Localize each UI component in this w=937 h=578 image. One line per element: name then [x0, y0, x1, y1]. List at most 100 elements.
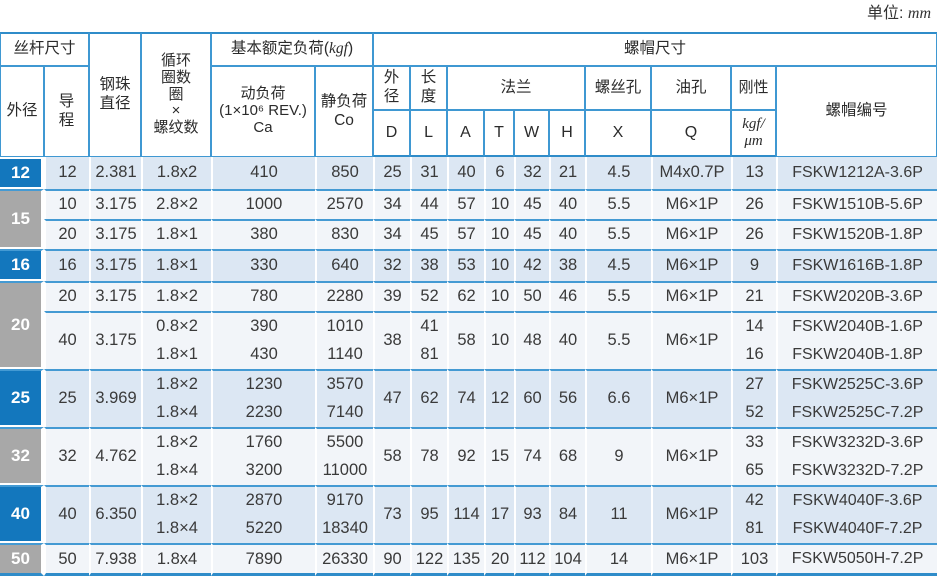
- data-cell: 850: [315, 157, 374, 190]
- row-label: 40: [0, 485, 44, 544]
- data-cell: 18340: [315, 515, 374, 544]
- header-ball-diameter: 钢珠 直径: [89, 32, 142, 157]
- header-col-a: A: [447, 110, 485, 157]
- data-cell: 40: [549, 189, 586, 220]
- data-cell: FSKW2040B-1.8P: [776, 341, 937, 370]
- data-cell: 3.175: [89, 189, 142, 220]
- data-cell: 92: [447, 427, 485, 486]
- table-row: 50 50 7.938 1.8x4 7890 26330 90 122 135 20 112 104 1…: [0, 543, 937, 577]
- data-cell: 57: [447, 189, 485, 220]
- header-rigidity: 刚性: [731, 66, 777, 110]
- data-cell: 7890: [211, 543, 316, 577]
- data-cell: M6×1P: [651, 281, 732, 312]
- data-cell: 58: [373, 427, 411, 486]
- data-cell: 103: [731, 543, 777, 577]
- data-cell: 4.762: [89, 427, 142, 486]
- data-cell: 7.938: [89, 543, 142, 577]
- data-cell: 10: [484, 219, 515, 250]
- data-cell: 135: [447, 543, 485, 577]
- data-cell: 15: [484, 427, 515, 486]
- data-cell: 34: [373, 219, 411, 250]
- data-cell: 53: [447, 249, 485, 282]
- header-col-d: D: [373, 110, 411, 157]
- data-cell: 1000: [211, 189, 316, 220]
- data-cell: FSKW1520B-1.8P: [776, 219, 937, 250]
- data-cell: 3.175: [89, 219, 142, 250]
- data-cell: M6×1P: [651, 369, 732, 428]
- table-row: 20 20 3.175 1.8×2 780 2280 39 52 62 10 50 46 5.5 M6×1…: [0, 281, 937, 370]
- header-rigidity-unit: kgf/ μm: [731, 110, 777, 157]
- data-cell: 40: [44, 485, 90, 544]
- data-cell: 330: [211, 249, 316, 282]
- table-row: 32 32 4.762 1.8×2 1760 5500 58 78 92 15 74 68 9 M6×1P…: [0, 427, 937, 486]
- data-cell: 1010: [315, 311, 374, 342]
- header-row: 丝杆尺寸 钢珠 直径 循环 圈数 圈 × 螺纹数 基本额定负荷(kgf) 螺帽尺寸: [0, 32, 937, 157]
- data-cell: 1.8×1: [141, 219, 212, 250]
- table-row: 1.8×4 2230 7140 52 FSKW2525C-7.2P: [0, 399, 937, 428]
- data-cell: 90: [373, 543, 411, 577]
- data-cell: 1.8×2: [141, 427, 212, 458]
- data-cell: 0.8×2: [141, 311, 212, 342]
- data-cell: 4.5: [585, 157, 652, 190]
- data-cell: 6.350: [89, 485, 142, 544]
- data-cell: 58: [447, 311, 485, 370]
- data-cell: M6×1P: [651, 543, 732, 577]
- data-cell: 31: [410, 157, 448, 190]
- table-row: 1.8×4 3200 11000 65 FSKW3232D-7.2P: [0, 457, 937, 486]
- data-cell: 81: [731, 515, 777, 544]
- header-nut-number: 螺帽编号: [776, 66, 937, 157]
- data-cell: 1.8×1: [141, 341, 212, 370]
- data-cell: 38: [410, 249, 448, 282]
- header-nut-length: 长 度: [410, 66, 448, 110]
- table-row: 12 12 2.381 1.8x2 410 850 25 31 40 6 32 21 4.5 M4x0.7…: [0, 157, 937, 190]
- data-cell: M6×1P: [651, 249, 732, 282]
- data-cell: 5.5: [585, 189, 652, 220]
- header-basic-load: 基本额定负荷(kgf): [211, 32, 374, 66]
- data-cell: 3570: [315, 369, 374, 400]
- data-cell: 780: [211, 281, 316, 312]
- data-cell: 2870: [211, 485, 316, 516]
- data-cell: 1.8×4: [141, 399, 212, 428]
- data-cell: 9: [731, 249, 777, 282]
- data-cell: 34: [373, 189, 411, 220]
- data-cell: 2.8×2: [141, 189, 212, 220]
- data-cell: 1.8×2: [141, 485, 212, 516]
- data-cell: 74: [514, 427, 550, 486]
- data-cell: 39: [373, 281, 411, 312]
- header-screw-size: 丝杆尺寸: [0, 32, 90, 66]
- data-cell: 46: [549, 281, 586, 312]
- data-cell: 1140: [315, 341, 374, 370]
- data-cell: 4.5: [585, 249, 652, 282]
- table-row: 16 16 3.175 1.8×1 330 640 32 38 53 10 42 38 4.5 M6×1P…: [0, 249, 937, 282]
- data-cell: 73: [373, 485, 411, 544]
- unit-value: mm: [907, 5, 931, 22]
- data-cell: 26: [731, 219, 777, 250]
- data-cell: 1.8×2: [141, 281, 212, 312]
- data-cell: 40: [44, 311, 90, 370]
- data-cell: 14: [585, 543, 652, 577]
- data-cell: 640: [315, 249, 374, 282]
- data-cell: 48: [514, 311, 550, 370]
- data-cell: FSKW4040F-7.2P: [776, 515, 937, 544]
- data-cell: FSKW2525C-3.6P: [776, 369, 937, 400]
- data-cell: 12: [484, 369, 515, 428]
- data-cell: 44: [410, 189, 448, 220]
- data-cell: 1760: [211, 427, 316, 458]
- data-cell: 33: [731, 427, 777, 458]
- data-cell: 14: [731, 311, 777, 342]
- data-cell: 390: [211, 311, 316, 342]
- data-cell: 10: [484, 189, 515, 220]
- header-col-h: H: [549, 110, 586, 157]
- data-cell: 1.8x4: [141, 543, 212, 577]
- table-row: 25 25 3.969 1.8×2 1230 3570 47 62 74 12 60 56 6.6 M6×…: [0, 369, 937, 428]
- data-cell: 38: [549, 249, 586, 282]
- data-cell: 410: [211, 157, 316, 190]
- data-cell: 1.8×4: [141, 515, 212, 544]
- data-cell: 56: [549, 369, 586, 428]
- data-cell: FSKW1616B-1.8P: [776, 249, 937, 282]
- spec-table: 丝杆尺寸 钢珠 直径 循环 圈数 圈 × 螺纹数 基本额定负荷(kgf) 螺帽尺寸 外径导…: [0, 32, 937, 577]
- data-cell: 21: [731, 281, 777, 312]
- data-cell: 5.5: [585, 219, 652, 250]
